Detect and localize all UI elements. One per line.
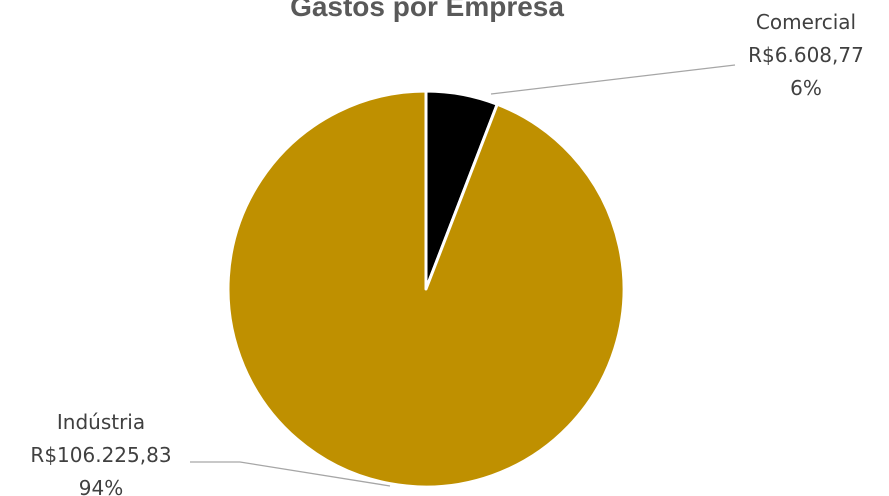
leader-line-comercial xyxy=(490,64,736,95)
leader-line-industria xyxy=(190,461,391,487)
slice-name-industria: Indústria xyxy=(57,410,145,434)
slice-percent-industria: 94% xyxy=(79,476,123,496)
slice-name-comercial: Comercial xyxy=(756,10,856,34)
chart-title: Gastos por Empresa xyxy=(290,0,564,22)
data-label-comercial: Comercial R$6.608,77 6% xyxy=(748,10,864,100)
data-label-industria: Indústria R$106.225,83 94% xyxy=(30,410,171,496)
slice-value-comercial: R$6.608,77 xyxy=(748,43,864,67)
pie-slice-industria xyxy=(226,89,626,489)
slice-percent-comercial: 6% xyxy=(790,76,822,100)
slice-value-industria: R$106.225,83 xyxy=(30,443,171,467)
